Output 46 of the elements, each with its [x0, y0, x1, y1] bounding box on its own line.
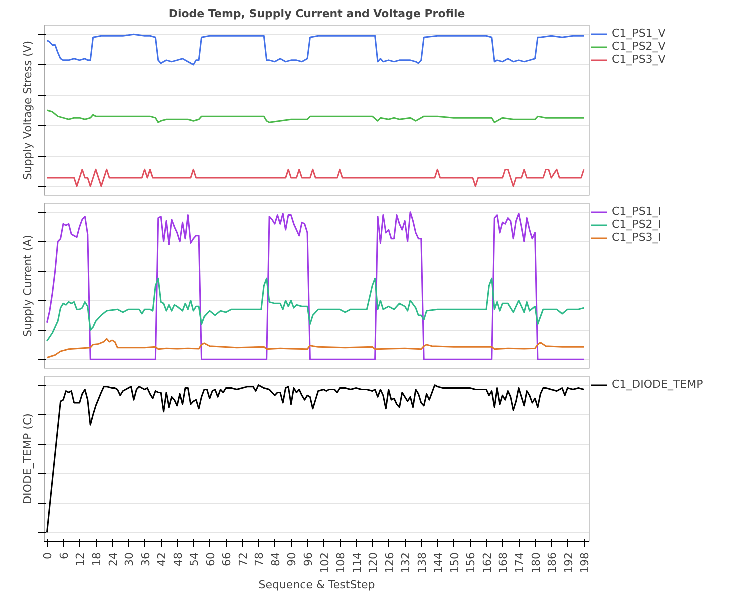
x-tick-label: 156	[464, 552, 478, 574]
x-tick-label: 0	[42, 552, 55, 560]
x-tick-label: 192	[562, 552, 576, 574]
legend-label: C1_PS2_V	[612, 40, 666, 53]
x-tick-label: 114	[350, 552, 364, 574]
x-tick-label: 96	[302, 552, 316, 566]
x-tick-label: 138	[416, 552, 429, 574]
x-tick-label: 12	[74, 552, 88, 566]
x-tick-label: 168	[497, 552, 510, 574]
x-tick-label: 72	[236, 552, 250, 566]
x-tick-label: 174	[514, 552, 527, 574]
x-axis-title: Sequence & TestStep	[258, 578, 376, 592]
x-tick-label: 30	[123, 552, 136, 566]
x-tick-label: 42	[156, 552, 169, 566]
x-tick-label: 66	[220, 552, 234, 566]
x-tick-label: 6	[58, 552, 71, 560]
x-tick-label: 60	[204, 552, 218, 566]
x-tick-label: 126	[383, 552, 396, 574]
chart-title: Diode Temp, Supply Current and Voltage Profile	[168, 8, 466, 20]
legend-label: C1_DIODE_TEMP	[612, 378, 704, 391]
legend-label: C1_PS3_I	[612, 231, 662, 244]
x-tick-label: 90	[286, 552, 299, 566]
x-tick-label: 36	[139, 552, 152, 566]
y-axis-title: Supply Voltage Stress (V)	[22, 40, 34, 180]
x-tick-label: 84	[269, 552, 282, 566]
legend-label: C1_PS1_I	[612, 205, 662, 218]
x-tick-label: 18	[90, 552, 104, 566]
x-tick-label: 186	[546, 552, 560, 574]
x-tick-label: 198	[578, 552, 592, 574]
x-tick-label: 120	[367, 552, 380, 574]
x-tick-label: 132	[400, 552, 413, 574]
x-tick-label: 54	[188, 552, 202, 566]
legend-label: C1_PS2_I	[612, 218, 662, 231]
x-tick-label: 150	[448, 552, 462, 574]
y-axis-title: Supply Current (A)	[22, 235, 34, 337]
legend-label: C1_PS3_V	[612, 53, 666, 66]
x-tick-label: 180	[530, 552, 543, 574]
x-tick-label: 144	[432, 552, 446, 574]
y-axis-title: DIODE_TEMP (C)	[22, 414, 34, 504]
legend-label: C1_PS1_V	[612, 27, 666, 40]
x-tick-label: 102	[318, 552, 332, 574]
x-tick-label: 48	[172, 552, 185, 566]
x-tick-label: 162	[480, 552, 494, 574]
x-tick-label: 78	[253, 552, 266, 566]
x-tick-label: 24	[106, 552, 120, 566]
x-tick-label: 108	[334, 552, 348, 574]
